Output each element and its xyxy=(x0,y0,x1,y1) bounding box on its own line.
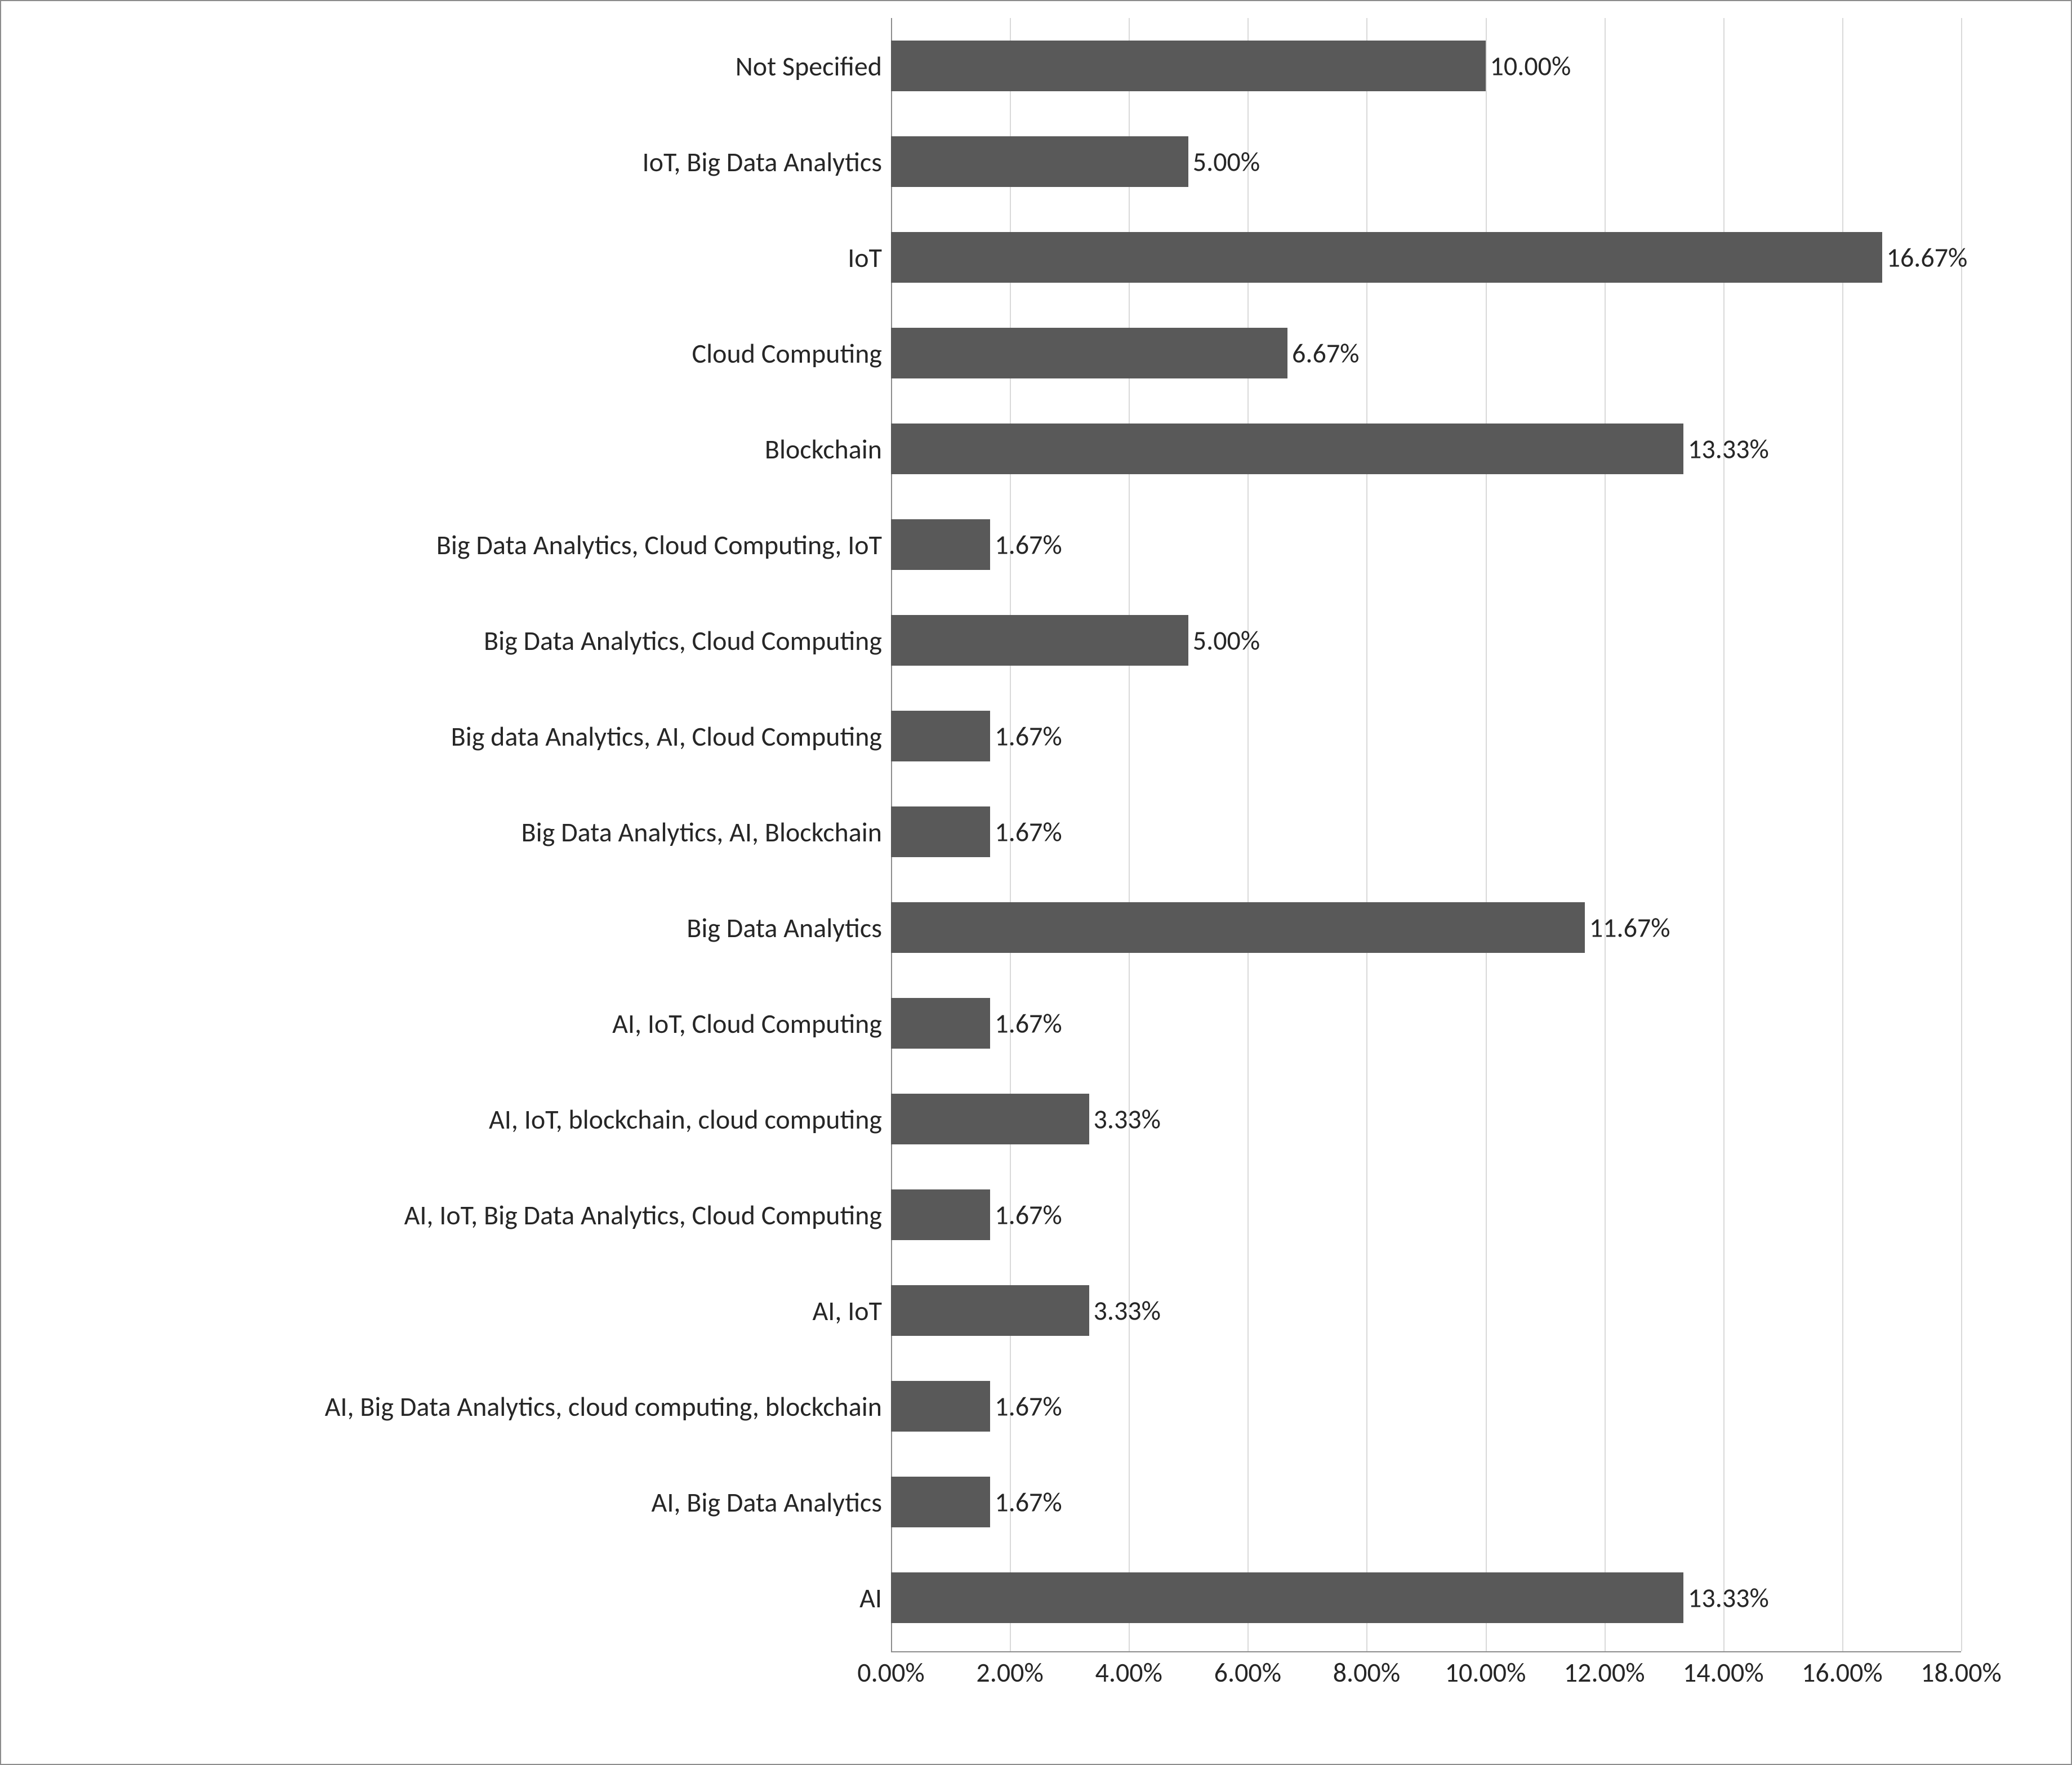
bar: 1.67% xyxy=(891,519,990,570)
bar: 1.67% xyxy=(891,1381,990,1432)
bar-row: AI, IoT, blockchain, cloud computing3.33… xyxy=(891,1094,1961,1144)
category-label: IoT xyxy=(848,241,891,274)
value-label: 1.67% xyxy=(990,720,1062,753)
x-axis-line xyxy=(891,1651,1961,1652)
bar: 1.67% xyxy=(891,1477,990,1527)
x-tick-label: 14.00% xyxy=(1683,1651,1764,1689)
category-label: AI, IoT, Cloud Computing xyxy=(612,1007,891,1040)
chart-plot-area: 0.00%2.00%4.00%6.00%8.00%10.00%12.00%14.… xyxy=(891,18,1961,1651)
bar: 13.33% xyxy=(891,424,1683,474)
value-label: 1.67% xyxy=(990,1390,1062,1423)
bar: 16.67% xyxy=(891,232,1882,283)
category-label: IoT, Big Data Analytics xyxy=(643,145,891,179)
bar-row: AI, Big Data Analytics1.67% xyxy=(891,1477,1961,1527)
value-label: 5.00% xyxy=(1188,145,1260,179)
bar-row: AI13.33% xyxy=(891,1572,1961,1623)
bar: 1.67% xyxy=(891,1189,990,1240)
bar-row: IoT16.67% xyxy=(891,232,1961,283)
bar-row: AI, Big Data Analytics, cloud computing,… xyxy=(891,1381,1961,1432)
category-label: Big data Analytics, AI, Cloud Computing xyxy=(451,720,891,753)
bar: 5.00% xyxy=(891,136,1188,187)
value-label: 3.33% xyxy=(1089,1103,1161,1136)
bar-row: AI, IoT, Big Data Analytics, Cloud Compu… xyxy=(891,1189,1961,1240)
category-label: Big Data Analytics, AI, Blockchain xyxy=(522,815,891,849)
x-tick-label: 10.00% xyxy=(1445,1651,1526,1689)
value-label: 13.33% xyxy=(1683,1581,1769,1615)
category-label: Not Specified xyxy=(736,50,891,83)
value-label: 10.00% xyxy=(1486,50,1571,83)
value-label: 1.67% xyxy=(990,1007,1062,1040)
chart-frame: 0.00% 2.00% 4.00% 6.00% 8.00% 10.00% 12.00% 14.… xyxy=(0,0,2072,1765)
value-label: 13.33% xyxy=(1683,433,1769,466)
bar-row: Big Data Analytics, AI, Blockchain1.67% xyxy=(891,806,1961,857)
category-label: Cloud Computing xyxy=(692,337,891,370)
bar-row: IoT, Big Data Analytics5.00% xyxy=(891,136,1961,187)
bar-row: AI, IoT, Cloud Computing1.67% xyxy=(891,998,1961,1049)
bar: 3.33% xyxy=(891,1285,1089,1336)
bar: 1.67% xyxy=(891,806,990,857)
bar-row: Not Specified10.00% xyxy=(891,41,1961,91)
x-tick-label: 8.00% xyxy=(1333,1651,1400,1689)
bar: 1.67% xyxy=(891,998,990,1049)
category-label: AI, IoT xyxy=(813,1294,892,1327)
value-label: 3.33% xyxy=(1089,1294,1161,1327)
bar: 6.67% xyxy=(891,328,1287,378)
x-tick-label: 16.00% xyxy=(1802,1651,1883,1689)
x-tick-label: 4.00% xyxy=(1095,1651,1162,1689)
bar: 10.00% xyxy=(891,41,1486,91)
bar-row: Big Data Analytics, Cloud Computing, IoT… xyxy=(891,519,1961,570)
category-label: Blockchain xyxy=(765,433,891,466)
bar: 3.33% xyxy=(891,1094,1089,1144)
bar: 5.00% xyxy=(891,615,1188,666)
category-label: AI, Big Data Analytics, cloud computing,… xyxy=(325,1390,891,1423)
category-label: AI, IoT, Big Data Analytics, Cloud Compu… xyxy=(404,1198,891,1232)
bar: 13.33% xyxy=(891,1572,1683,1623)
x-tick-label: 0.00% xyxy=(857,1651,924,1689)
category-label: AI xyxy=(859,1581,891,1615)
plot: 0.00%2.00%4.00%6.00%8.00%10.00%12.00%14.… xyxy=(891,18,1961,1651)
bar-row: Big data Analytics, AI, Cloud Computing1… xyxy=(891,711,1961,761)
bar: 11.67% xyxy=(891,902,1585,953)
bar-row: Big Data Analytics11.67% xyxy=(891,902,1961,953)
category-label: AI, Big Data Analytics xyxy=(652,1486,891,1519)
value-label: 1.67% xyxy=(990,1198,1062,1232)
value-label: 5.00% xyxy=(1188,624,1260,657)
bar-row: Big Data Analytics, Cloud Computing5.00% xyxy=(891,615,1961,666)
value-label: 1.67% xyxy=(990,815,1062,849)
x-tick-label: 6.00% xyxy=(1214,1651,1281,1689)
value-label: 1.67% xyxy=(990,1486,1062,1519)
category-label: Big Data Analytics, Cloud Computing, IoT xyxy=(436,528,891,561)
value-label: 11.67% xyxy=(1585,911,1670,944)
category-label: Big Data Analytics xyxy=(687,911,891,944)
x-tick-label: 2.00% xyxy=(976,1651,1043,1689)
bar-row: Cloud Computing6.67% xyxy=(891,328,1961,378)
bar-row: Blockchain13.33% xyxy=(891,424,1961,474)
x-tick-label: 18.00% xyxy=(1921,1651,2002,1689)
value-label: 6.67% xyxy=(1287,337,1359,370)
category-label: Big Data Analytics, Cloud Computing xyxy=(484,624,891,657)
category-label: AI, IoT, blockchain, cloud computing xyxy=(489,1103,891,1136)
bar: 1.67% xyxy=(891,711,990,761)
value-label: 1.67% xyxy=(990,528,1062,561)
value-label: 16.67% xyxy=(1882,241,1968,274)
bar-row: AI, IoT3.33% xyxy=(891,1285,1961,1336)
x-tick-label: 12.00% xyxy=(1564,1651,1645,1689)
